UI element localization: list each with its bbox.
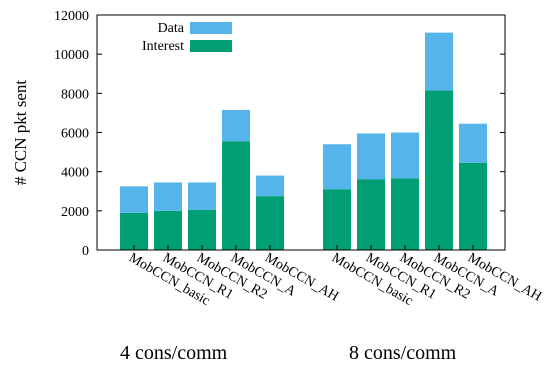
bar-data-g2-mobccn-basic	[323, 144, 351, 190]
bar-data-g1-mobccn-ah	[256, 175, 284, 197]
bar-interest-g1-mobccn-r1	[154, 210, 182, 250]
bar-data-g2-mobccn-r2	[391, 132, 419, 179]
bar-interest-g1-mobccn-basic	[120, 212, 148, 250]
y-tick-label: 6000	[61, 127, 89, 142]
bar-data-g2-mobccn-r1	[357, 133, 385, 180]
legend-label-interest: Interest	[142, 39, 184, 54]
y-tick-label: 12000	[54, 9, 89, 24]
bar-interest-g2-mobccn-a	[425, 90, 453, 250]
bar-data-g2-mobccn-ah	[459, 123, 487, 163]
y-tick-label: 0	[82, 244, 89, 259]
legend-label-data: Data	[158, 21, 185, 36]
bar-data-g2-mobccn-a	[425, 32, 453, 91]
group-label-4-cons: 4 cons/comm	[120, 342, 228, 364]
y-tick-label: 10000	[54, 48, 89, 63]
bar-interest-g2-mobccn-basic	[323, 189, 351, 250]
legend-swatch-data	[190, 22, 232, 34]
bar-data-g1-mobccn-r1	[154, 182, 182, 211]
y-tick-label: 2000	[61, 205, 89, 220]
bar-interest-g1-mobccn-r2	[188, 209, 216, 250]
bar-data-g1-mobccn-a	[222, 109, 250, 142]
legend-swatch-interest	[190, 40, 232, 52]
bar-interest-g2-mobccn-r2	[391, 178, 419, 250]
bar-interest-g1-mobccn-a	[222, 141, 250, 250]
bar-interest-g2-mobccn-ah	[459, 162, 487, 250]
bar-data-g1-mobccn-r2	[188, 182, 216, 210]
y-tick-label: 4000	[61, 166, 89, 181]
bar-data-g1-mobccn-basic	[120, 186, 148, 213]
bar-interest-g2-mobccn-r1	[357, 179, 385, 250]
group-label-8-cons: 8 cons/comm	[349, 342, 457, 364]
y-axis-label: # CCN pkt sent	[11, 80, 30, 186]
bar-interest-g1-mobccn-ah	[256, 196, 284, 250]
y-tick-label: 8000	[61, 87, 89, 102]
